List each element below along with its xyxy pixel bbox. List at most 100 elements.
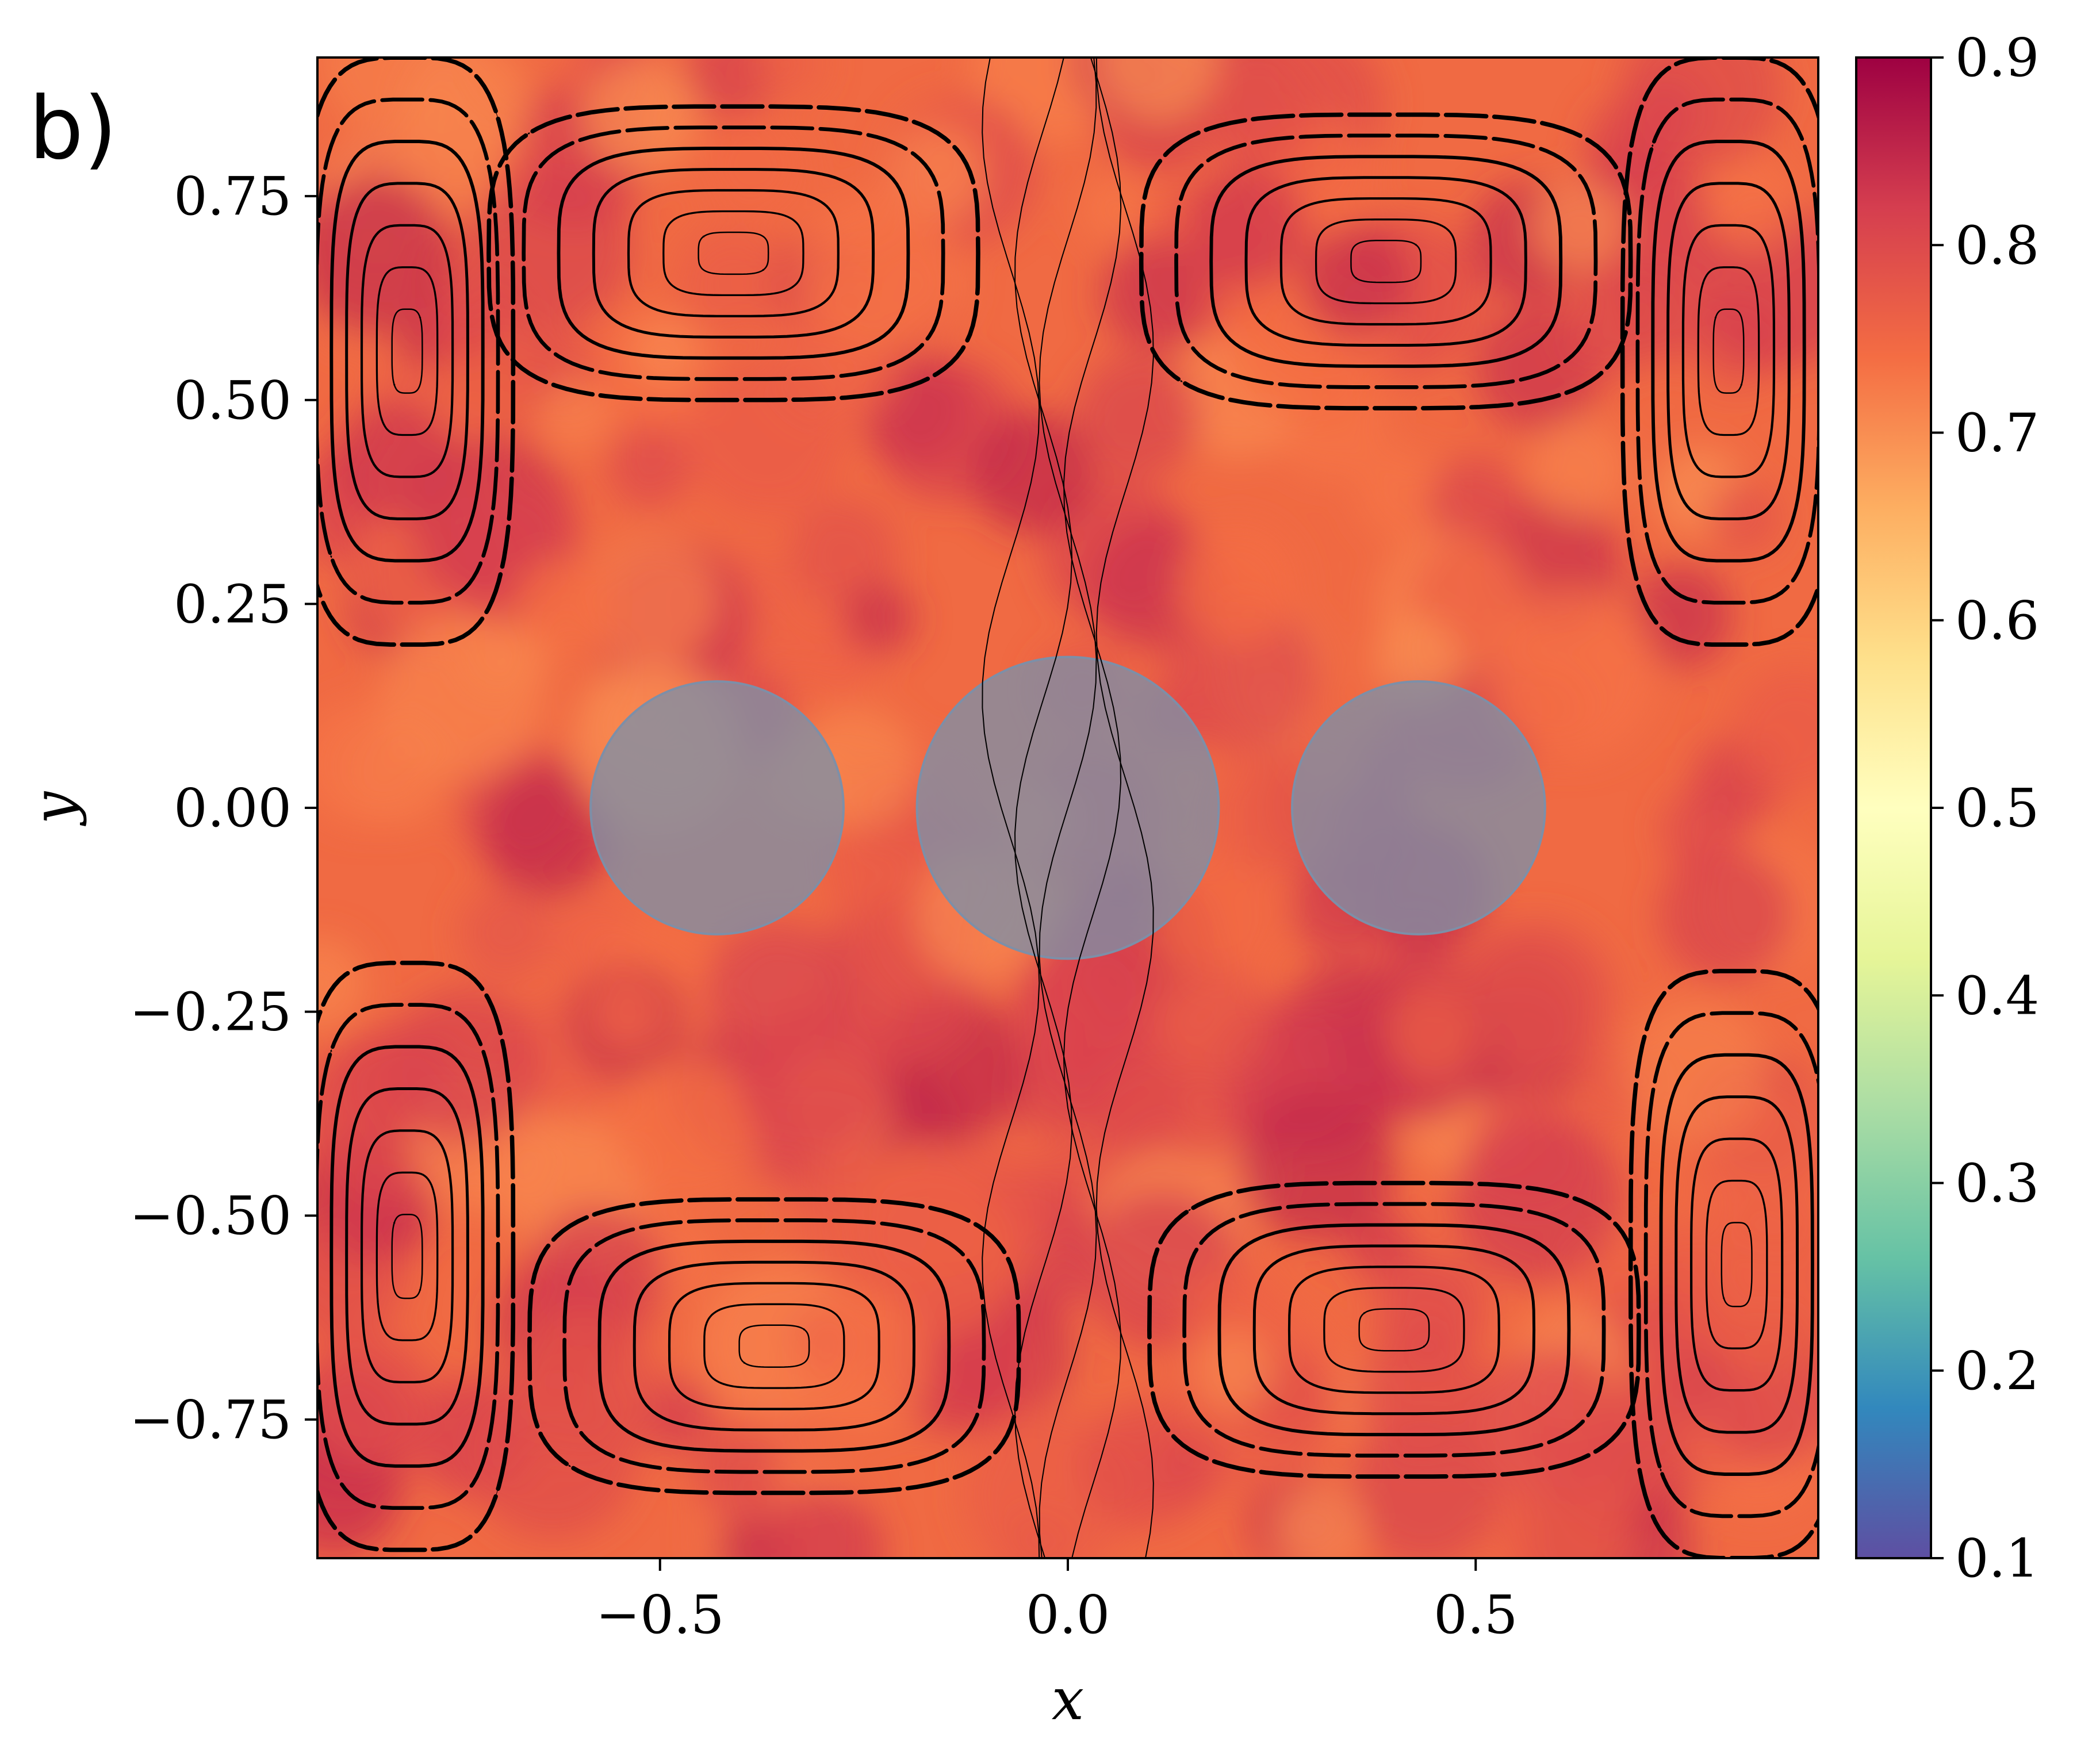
streamline-arrow (849, 319, 855, 323)
streamline (1315, 218, 1457, 305)
heatmap-cell (1077, 173, 1149, 245)
y-tick-label: 0.75 (174, 166, 292, 227)
colorbar-tick-label: 0.6 (1955, 590, 2039, 651)
streamline-arrow (469, 178, 473, 187)
streamline-arrow (367, 1152, 370, 1158)
heatmap-cell (676, 225, 787, 337)
heatmap-cell (608, 424, 692, 508)
streamline-arrow (431, 281, 434, 286)
streamline-arrow (819, 302, 825, 306)
streamline-arrow (1531, 175, 1537, 180)
streamline-arrow (552, 149, 560, 155)
streamline-arrow (1825, 1024, 1828, 1034)
streamline (329, 1045, 485, 1468)
y-tick-label: 0.00 (174, 777, 292, 839)
streamline (1628, 969, 1818, 1558)
colorbar-tick-label: 0.1 (1955, 1528, 2039, 1589)
heatmap-cell (1355, 447, 1449, 541)
heatmap-cell (1010, 947, 1153, 1090)
streamline-arrow (367, 450, 370, 455)
streamline-arrow (341, 515, 345, 524)
streamline (1182, 1202, 1606, 1458)
streamline (527, 1197, 1021, 1495)
heatmap-cell (1733, 666, 1818, 793)
colorbar-gradient (1855, 56, 1932, 1559)
y-axis-label: y (20, 791, 87, 826)
streamline (668, 1282, 880, 1410)
streamline-arrow (1740, 384, 1743, 387)
streamline-arrow (1204, 359, 1212, 365)
streamline (317, 57, 516, 647)
streamline-arrow (1559, 158, 1568, 163)
streamline (317, 960, 516, 1552)
streamline-arrow (1753, 416, 1756, 421)
heatmap-cell (1206, 57, 1319, 167)
streamline (1039, 57, 1097, 1558)
streamline-arrow (1265, 327, 1270, 331)
streamline (1721, 1222, 1753, 1307)
heatmap-cell (612, 1059, 759, 1206)
heatmap-cell (755, 606, 826, 677)
heatmap-cell (1149, 1431, 1224, 1506)
streamline-arrow (1799, 1091, 1803, 1100)
heatmap-cell (1147, 960, 1269, 1081)
heatmap-cell (1487, 588, 1658, 760)
streamline-arrow (1637, 109, 1641, 121)
streamline-arrow (482, 144, 486, 154)
streamline (1174, 133, 1598, 389)
streamline (360, 224, 454, 478)
heatmap-cell (754, 57, 825, 99)
heatmap-cell (788, 498, 899, 609)
streamline-arrow (1422, 1345, 1425, 1348)
streamline (1014, 57, 1073, 1558)
heatmap-cell (588, 975, 666, 1054)
heatmap-cell (1097, 57, 1219, 122)
heatmap-cell (1350, 1416, 1501, 1558)
streamline-arrow (1684, 1396, 1687, 1403)
streamline-arrow (832, 1311, 835, 1314)
streamline (1217, 1223, 1571, 1437)
streamline-arrow (1539, 1412, 1546, 1417)
heatmap-cell (403, 57, 532, 167)
colorbar-tick-label: 0.7 (1955, 402, 2039, 464)
streamline-arrow (702, 235, 706, 238)
streamline-arrow (948, 1242, 956, 1248)
heatmap-cell (1373, 615, 1461, 704)
heatmap-cell (1177, 521, 1300, 645)
streamline (662, 210, 804, 297)
streamline (703, 1303, 845, 1389)
streamlines (317, 57, 1828, 1558)
heatmap-cell (1239, 1086, 1395, 1241)
heatmap-cell (1470, 1347, 1628, 1505)
heatmap-cell (1300, 224, 1410, 333)
streamline-arrow (890, 1276, 895, 1281)
heatmap-cell (1386, 983, 1482, 1080)
streamline (317, 1003, 500, 1510)
streamline-arrow (328, 548, 332, 558)
streamline-arrow (1650, 144, 1654, 154)
streamline (738, 1324, 810, 1368)
heatmap-cell (459, 885, 554, 980)
streamline-arrow (1568, 1428, 1576, 1434)
streamline-arrow (878, 335, 885, 340)
colorbar-tick-label: 0.3 (1955, 1153, 2039, 1214)
heatmap-cell (799, 190, 956, 347)
streamline-arrow (380, 1186, 383, 1191)
streamline (1712, 308, 1745, 394)
streamline (1705, 1179, 1768, 1349)
heatmap-cell (1457, 920, 1615, 1077)
streamline-arrow (860, 1294, 865, 1297)
panel-label: b) (29, 79, 117, 179)
streamline (1244, 176, 1527, 347)
streamline-arrow (495, 1486, 499, 1498)
streamline (592, 168, 875, 339)
streamline-arrow (341, 1083, 345, 1092)
streamline-arrow (457, 1387, 460, 1395)
streamline (345, 1087, 469, 1426)
streamline-arrow (1235, 343, 1241, 348)
streamline (360, 1129, 454, 1383)
streamline-arrow (1689, 247, 1692, 253)
x-tick-label: 0.5 (1434, 1584, 1518, 1646)
streamline-arrow (482, 1454, 486, 1464)
